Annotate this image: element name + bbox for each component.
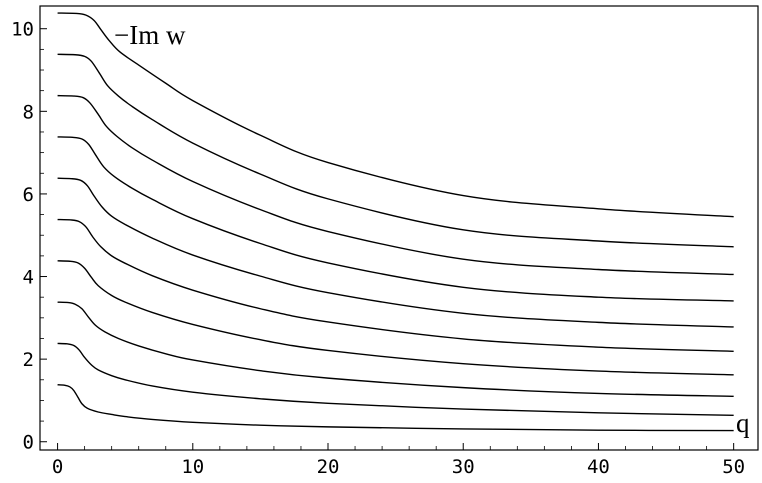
series-line-5 xyxy=(57,218,734,352)
y-axis-title: −Im w xyxy=(114,20,186,50)
y-tick-label: 0 xyxy=(23,432,34,454)
series-group xyxy=(57,12,734,432)
x-axis: 0 10 20 30 40 50 xyxy=(52,443,745,478)
series-line-9 xyxy=(57,53,734,248)
y-tick-label: 10 xyxy=(11,19,34,41)
series-line-2 xyxy=(57,342,734,417)
x-tick-label: 0 xyxy=(52,456,63,478)
x-axis-title: q xyxy=(736,408,750,438)
series-line-1 xyxy=(57,384,734,432)
x-tick-label: 30 xyxy=(452,456,475,478)
y-tick-label: 2 xyxy=(23,349,34,371)
y-tick-label: 8 xyxy=(23,101,34,123)
y-tick-label: 4 xyxy=(23,267,34,289)
plot-frame xyxy=(39,5,759,451)
x-tick-label: 50 xyxy=(722,456,745,478)
series-line-6 xyxy=(57,177,734,328)
x-tick-label: 40 xyxy=(587,456,610,478)
series-line-4 xyxy=(57,260,734,376)
y-tick-label: 6 xyxy=(23,184,34,206)
series-line-8 xyxy=(57,94,734,276)
series-line-3 xyxy=(57,301,734,398)
x-tick-label: 10 xyxy=(181,456,204,478)
x-tick-label: 20 xyxy=(317,456,340,478)
series-line-10 xyxy=(57,12,734,218)
series-line-7 xyxy=(57,136,734,302)
y-axis: 0 2 4 6 8 10 xyxy=(11,19,47,454)
